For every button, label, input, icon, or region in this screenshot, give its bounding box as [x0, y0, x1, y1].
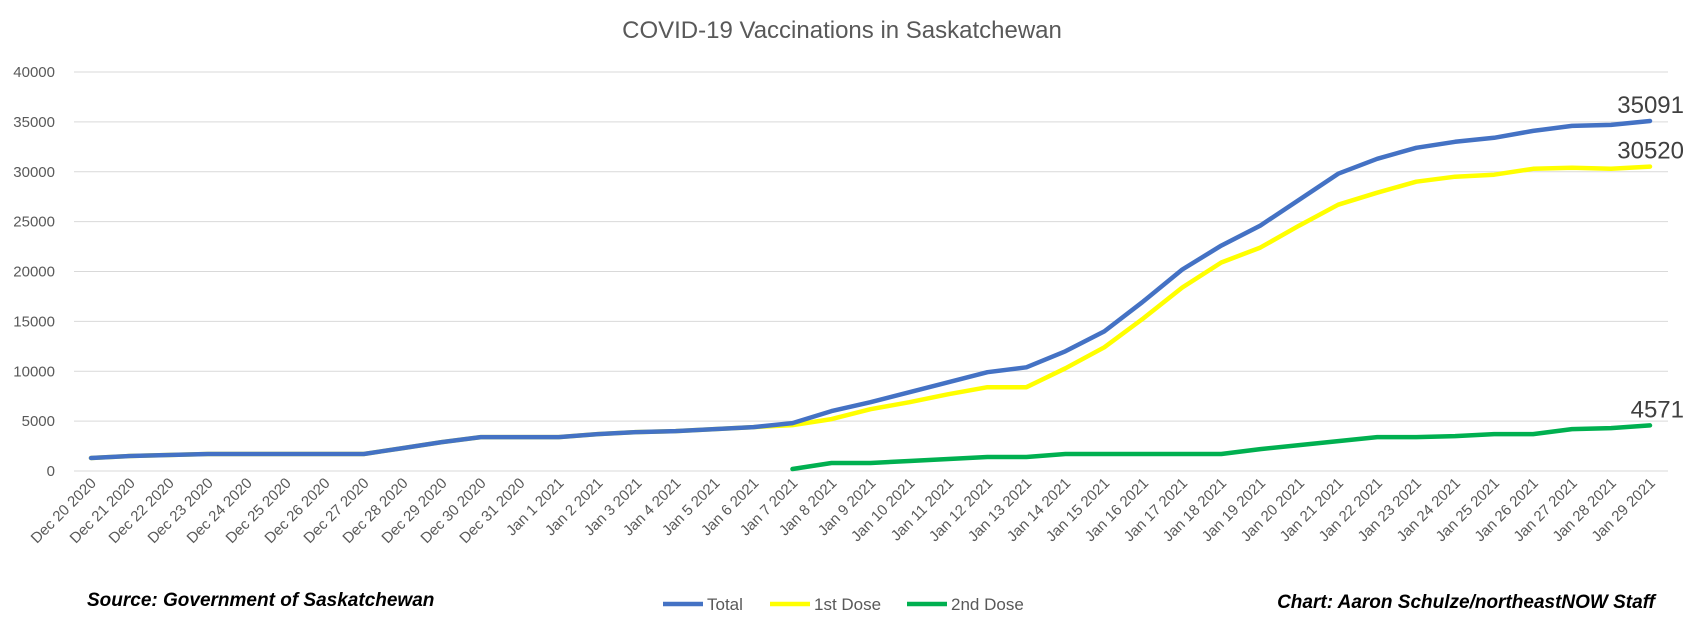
chart-credit: Chart: Aaron Schulze/northeastNOW Staff — [1277, 592, 1657, 613]
y-tick-label: 5000 — [22, 413, 55, 430]
series-line-1st-dose — [88, 164, 1653, 461]
series-line-total — [88, 118, 1653, 461]
legend-label-2nd-dose: 2nd Dose — [951, 595, 1024, 614]
series-lines — [88, 118, 1653, 472]
y-tick-label: 0 — [47, 463, 55, 480]
y-tick-label: 35000 — [13, 114, 55, 131]
y-tick-label: 40000 — [13, 64, 55, 81]
y-tick-label: 30000 — [13, 164, 55, 181]
end-labels: 4571 30520 35091 — [1617, 92, 1684, 423]
series-line-2nd-dose — [790, 423, 1653, 472]
chart-title: COVID-19 Vaccinations in Saskatchewan — [622, 17, 1062, 44]
legend: Total 1st Dose 2nd Dose — [663, 595, 1024, 614]
y-tick-label: 25000 — [13, 214, 55, 231]
y-tick-label: 20000 — [13, 264, 55, 281]
y-tick-label: 15000 — [13, 313, 55, 330]
end-label-1st-dose: 30520 — [1617, 138, 1684, 165]
y-tick-label: 10000 — [13, 363, 55, 380]
source-note: Source: Government of Saskatchewan — [87, 590, 434, 611]
y-axis-ticks: 0 5000 10000 15000 20000 25000 30000 35000 40000 — [13, 64, 55, 480]
end-label-2nd-dose: 4571 — [1631, 396, 1684, 423]
legend-label-1st-dose: 1st Dose — [814, 595, 881, 614]
end-label-total: 35091 — [1617, 92, 1684, 119]
gridlines — [74, 71, 1668, 472]
legend-label-total: Total — [707, 595, 743, 614]
